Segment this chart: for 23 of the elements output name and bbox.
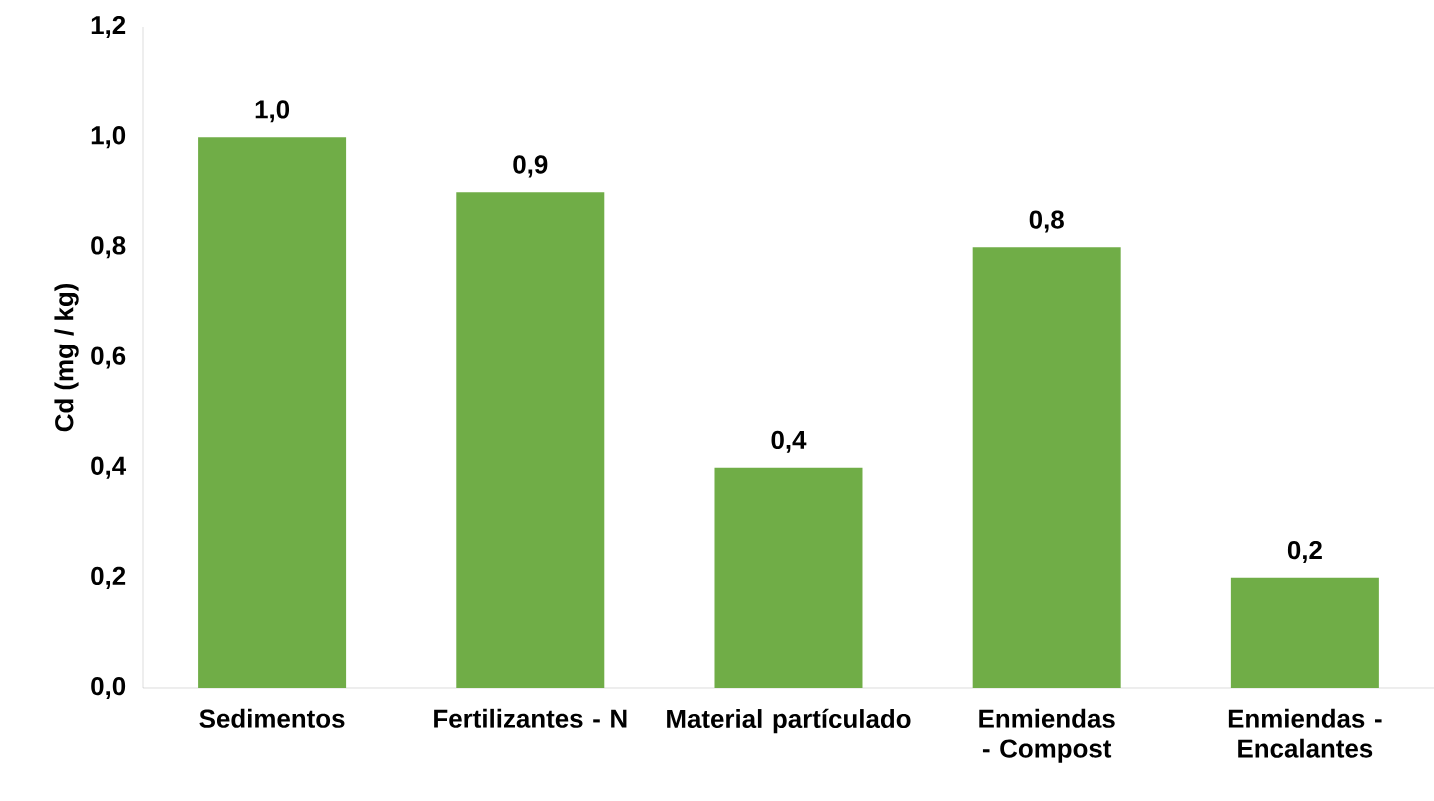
y-tick-label: 1,2 xyxy=(91,15,126,39)
y-tick-label: 0,4 xyxy=(91,456,127,479)
data-label: 0,8 xyxy=(1029,210,1064,233)
data-label: 0,4 xyxy=(771,430,807,453)
x-tick-label: Enmiendas - Encalantes xyxy=(1228,708,1382,758)
y-tick-label: 0,2 xyxy=(91,566,126,589)
y-tick-label: 0,6 xyxy=(91,346,126,369)
y-tick-label: 0,8 xyxy=(91,236,126,259)
x-tick-label: Fertilizantes - N xyxy=(434,708,627,728)
x-tick-label: Enmiendas - Compost xyxy=(979,708,1115,763)
bar xyxy=(198,137,347,688)
data-label: 1,0 xyxy=(255,100,290,123)
x-tick-label: Material partículado xyxy=(667,708,911,734)
y-axis-title: Cd (mg / kg) xyxy=(54,283,79,432)
bar xyxy=(456,192,605,688)
y-tick-label: 1,0 xyxy=(91,126,126,149)
x-tick-label: Sedimentos xyxy=(199,708,345,728)
bar xyxy=(972,247,1121,688)
data-label: 0,2 xyxy=(1287,540,1322,563)
y-tick-label: 0,0 xyxy=(91,676,126,700)
bar xyxy=(714,467,863,688)
bar xyxy=(1230,577,1379,688)
data-label: 0,9 xyxy=(513,155,548,178)
